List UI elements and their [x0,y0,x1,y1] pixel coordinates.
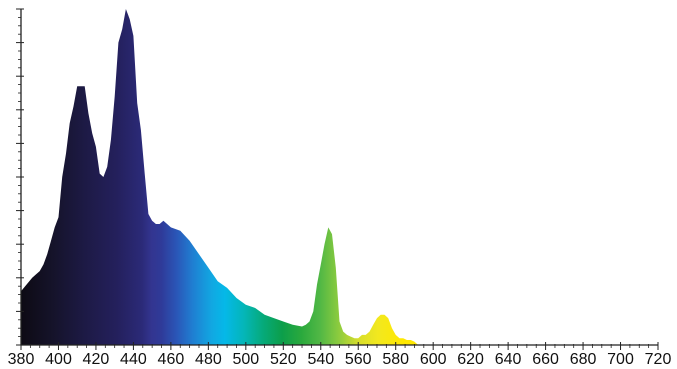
x-tick-label: 620 [457,351,484,368]
x-tick-label: 480 [195,351,222,368]
x-tick-label: 540 [307,351,334,368]
x-tick-label: 500 [232,351,259,368]
x-tick-label: 460 [158,351,185,368]
x-tick-label: 400 [45,351,72,368]
spectrum-area [21,9,658,345]
x-tick-label: 640 [495,351,522,368]
x-tick-label: 600 [420,351,447,368]
x-tick-label: 660 [532,351,559,368]
x-tick-label: 700 [607,351,634,368]
x-tick-label: 580 [382,351,409,368]
x-tick-labels: 380 400 420 440 460 480 500 520 540 560 580 600 620 6… [8,351,672,368]
x-tick-label: 520 [270,351,297,368]
axes [16,8,659,350]
x-tick-label: 680 [570,351,597,368]
spectrum-area-layer [21,9,658,345]
x-tick-label: 440 [120,351,147,368]
x-tick-label: 420 [83,351,110,368]
x-tick-label: 560 [345,351,372,368]
x-tick-label: 720 [645,351,672,368]
x-tick-label: 380 [8,351,35,368]
